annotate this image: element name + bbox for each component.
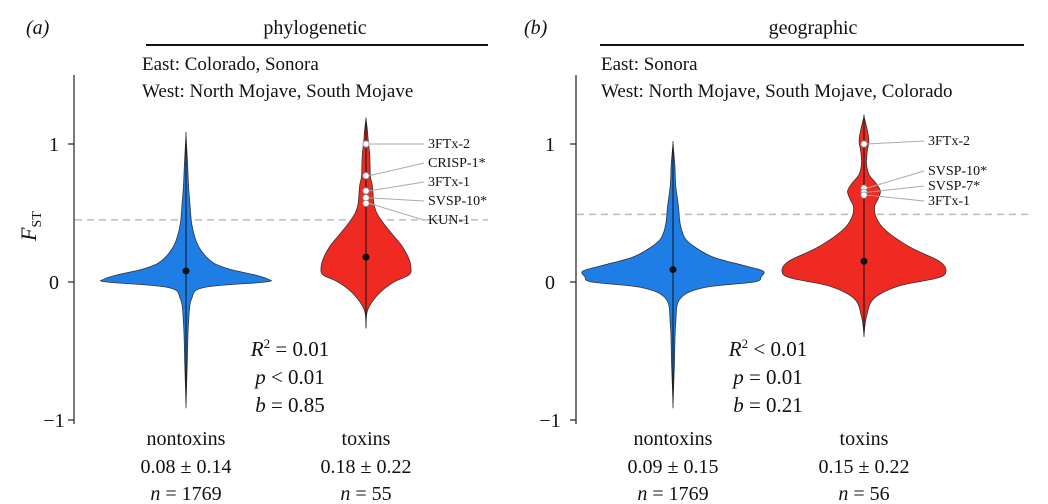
east-populations: East: Colorado, Sonora (142, 54, 319, 75)
outlier-leader (866, 194, 925, 202)
outlier-label: 3FTx-2 (928, 134, 970, 149)
outlier-label: 3FTx-1 (428, 175, 470, 190)
panel-label: (b) (524, 17, 548, 39)
stat-line: p = 0.01 (731, 365, 803, 389)
outlier-point (362, 172, 370, 180)
category-stats: 0.08 ± 0.14 (141, 456, 232, 478)
category-stats: 0.18 ± 0.22 (321, 456, 412, 478)
stat-line: p < 0.01 (253, 365, 325, 389)
outlier-leader (368, 202, 425, 221)
stat-line: R2 < 0.01 (728, 336, 807, 361)
median-point (362, 253, 370, 261)
category-label: toxins (840, 428, 889, 450)
stat-line: R2 = 0.01 (250, 336, 329, 361)
outlier-leader (866, 185, 925, 193)
y-tick-label: −1 (539, 410, 560, 432)
outlier-leader (368, 197, 425, 202)
y-axis-label: FST (16, 211, 45, 242)
outlier-label: KUN-1 (428, 213, 470, 228)
y-tick-label: 1 (49, 134, 59, 156)
y-tick-label: 1 (545, 134, 555, 156)
category-stats: 0.09 ± 0.15 (628, 456, 719, 478)
outlier-leader (368, 181, 425, 192)
stat-line: b = 0.21 (733, 393, 803, 417)
outlier-leader (866, 170, 925, 189)
stat-line: b = 0.85 (255, 393, 325, 417)
outlier-label: CRISP-1* (428, 156, 486, 171)
median-point (860, 257, 868, 265)
category-stats: 0.15 ± 0.22 (819, 456, 910, 478)
outlier-label: SVSP-10* (928, 164, 987, 179)
west-populations: West: North Mojave, South Mojave (142, 81, 413, 102)
west-populations: West: North Mojave, South Mojave, Colora… (601, 81, 953, 102)
category-label: nontoxins (147, 428, 226, 450)
median-point (669, 266, 677, 274)
median-point (182, 267, 190, 275)
y-tick-label: 0 (545, 272, 555, 294)
outlier-point (362, 140, 370, 148)
outlier-label: 3FTx-2 (428, 137, 470, 152)
category-n: n = 1769 (150, 483, 221, 504)
category-label: nontoxins (634, 428, 713, 450)
outlier-point (362, 199, 370, 207)
y-tick-label: −1 (43, 410, 64, 432)
outlier-label: SVSP-10* (428, 194, 487, 209)
category-label: toxins (342, 428, 391, 450)
outlier-point (860, 140, 868, 148)
outlier-leader (368, 162, 425, 177)
outlier-label: SVSP-7* (928, 179, 980, 194)
y-tick-label: 0 (49, 272, 59, 294)
panel-label: (a) (26, 17, 50, 39)
category-n: n = 1769 (637, 483, 708, 504)
outlier-label: 3FTx-1 (928, 194, 970, 209)
category-n: n = 55 (340, 483, 391, 504)
outlier-point (362, 187, 370, 195)
panel-title: phylogenetic (263, 17, 366, 39)
category-n: n = 56 (838, 483, 889, 504)
outlier-leader (866, 140, 925, 145)
panel-title: geographic (769, 17, 858, 39)
outlier-point (860, 191, 868, 199)
east-populations: East: Sonora (601, 54, 698, 75)
